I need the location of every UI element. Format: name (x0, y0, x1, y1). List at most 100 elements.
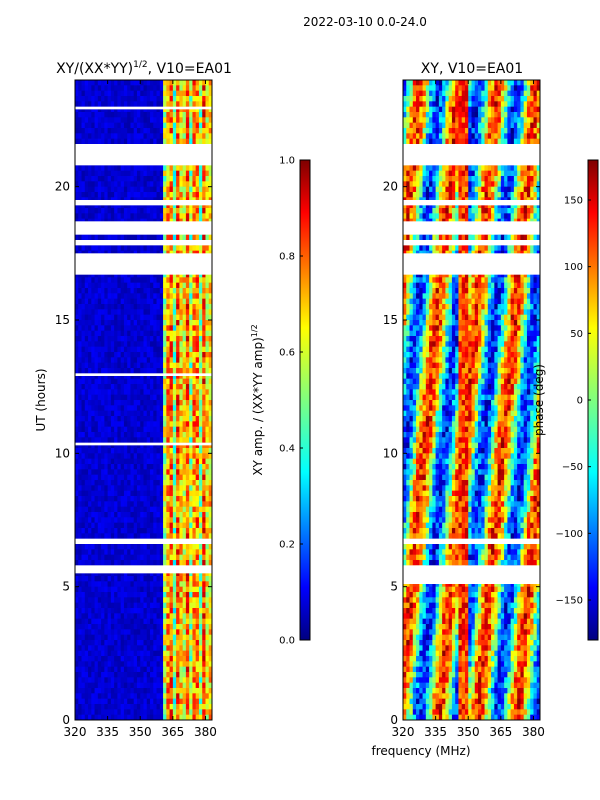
heatmap-cell (146, 688, 151, 694)
heatmap-cell (205, 357, 210, 363)
heatmap-cell (208, 213, 212, 219)
heatmap-cell (172, 320, 177, 326)
heatmap-cell (91, 522, 95, 529)
heatmap-cell (143, 474, 148, 481)
heatmap-cell (75, 85, 79, 91)
heatmap-cell (205, 618, 210, 625)
heatmap-cell (143, 602, 148, 609)
heatmap-cell (107, 304, 112, 310)
heatmap-cell (179, 394, 183, 401)
heatmap-cell (97, 186, 102, 193)
heatmap-cell (130, 554, 135, 561)
heatmap-cell (156, 661, 161, 667)
heatmap-cell (202, 346, 206, 353)
heatmap-cell (146, 522, 151, 529)
heatmap-cell (75, 426, 79, 433)
heatmap-cell (133, 405, 138, 411)
heatmap-cell (104, 186, 108, 193)
heatmap-cell (94, 464, 99, 470)
heatmap-cell (159, 426, 164, 433)
heatmap-cell (97, 394, 102, 401)
heatmap-cell (172, 122, 177, 129)
heatmap-cell (189, 85, 193, 91)
heatmap-cell (81, 650, 86, 657)
heatmap-cell (208, 90, 212, 97)
heatmap-cell (205, 544, 210, 550)
heatmap-cell (81, 709, 86, 715)
heatmap-cell (150, 106, 154, 113)
heatmap-cell (189, 608, 193, 614)
heatmap-cell (202, 618, 206, 625)
heatmap-cell (208, 181, 212, 187)
heatmap-cell (166, 314, 170, 321)
heatmap-cell (104, 314, 108, 321)
heatmap-cell (198, 501, 203, 507)
heatmap-cell (81, 346, 86, 353)
heatmap-cell (97, 437, 102, 443)
heatmap-cell (172, 304, 177, 310)
heatmap-cell (143, 426, 148, 433)
heatmap-cell (166, 528, 170, 534)
heatmap-cell (136, 101, 141, 107)
heatmap-cell (208, 416, 212, 422)
heatmap-cell (120, 480, 125, 486)
heatmap-cell (195, 421, 200, 427)
heatmap-cell (91, 448, 95, 454)
heatmap-cell (185, 672, 190, 678)
heatmap-cell (101, 282, 105, 289)
heatmap-cell (143, 128, 148, 134)
heatmap-cell (75, 522, 79, 529)
heatmap-cell (146, 138, 151, 145)
heatmap-cell (97, 106, 102, 113)
heatmap-cell (208, 506, 212, 513)
heatmap-cell (78, 192, 82, 198)
heatmap-cell (123, 464, 128, 470)
heatmap-cell (153, 549, 157, 555)
heatmap-cell (127, 330, 131, 337)
heatmap-cell (159, 106, 164, 113)
heatmap-cell (176, 512, 180, 518)
heatmap-cell (91, 112, 95, 118)
heatmap-cell (182, 288, 187, 294)
heatmap-cell (182, 298, 187, 305)
heatmap-cell (94, 480, 99, 486)
heatmap-cell (84, 389, 89, 395)
heatmap-cell (130, 592, 135, 598)
heatmap-cell (202, 512, 206, 518)
heatmap-cell (179, 304, 183, 310)
heatmap-cell (97, 90, 102, 97)
heatmap-cell (91, 101, 95, 107)
heatmap-cell (107, 682, 112, 689)
heatmap-cell (185, 517, 190, 523)
heatmap-cell (156, 298, 161, 305)
heatmap-cell (107, 602, 112, 609)
heatmap-cell (166, 666, 170, 673)
heatmap-cell (163, 698, 167, 705)
heatmap-cell (192, 490, 196, 497)
heatmap-cell (120, 362, 125, 369)
heatmap-cell (117, 661, 121, 667)
heatmap-cell (133, 373, 138, 379)
heatmap-cell (81, 634, 86, 641)
heatmap-cell (88, 464, 92, 470)
heatmap-cell (208, 304, 212, 310)
heatmap-cell (110, 688, 115, 694)
heatmap-cell (114, 549, 118, 555)
heatmap-cell (91, 506, 95, 513)
heatmap-cell (97, 474, 102, 481)
heatmap-cell (88, 421, 92, 427)
heatmap-cell (182, 176, 187, 182)
heatmap-cell (143, 624, 148, 630)
heatmap-cell (127, 112, 131, 118)
heatmap-cell (107, 293, 112, 299)
heatmap-cell (192, 602, 196, 609)
heatmap-cell (136, 672, 141, 678)
heatmap-cell (75, 490, 79, 497)
heatmap-cell (205, 288, 210, 294)
heatmap-cell (179, 389, 183, 395)
heatmap-cell (189, 410, 193, 417)
heatmap-cell (114, 202, 118, 209)
heatmap-cell (176, 474, 180, 481)
heatmap-cell (104, 650, 108, 657)
heatmap-cell (114, 512, 118, 518)
